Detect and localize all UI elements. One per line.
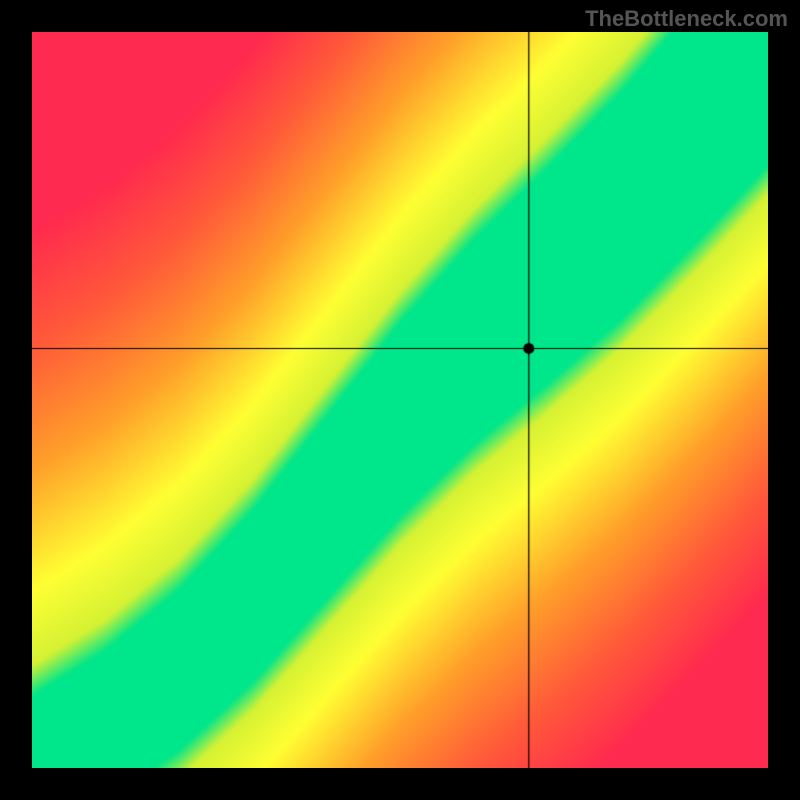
- heatmap-canvas: [32, 32, 768, 768]
- plot-area: [32, 32, 768, 768]
- watermark-text: TheBottleneck.com: [585, 6, 788, 32]
